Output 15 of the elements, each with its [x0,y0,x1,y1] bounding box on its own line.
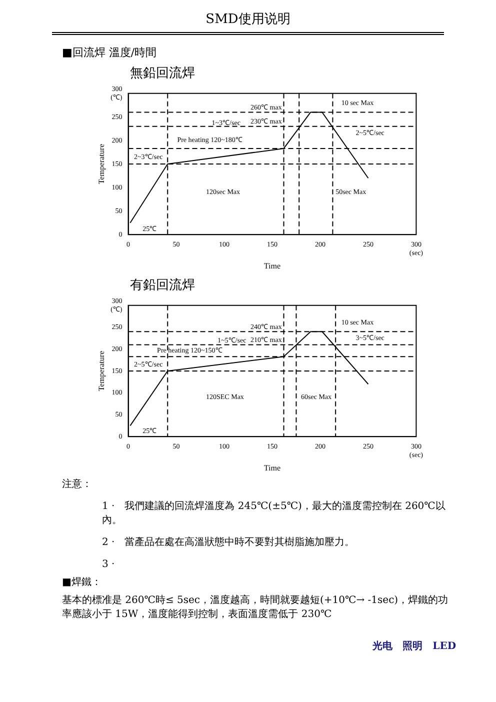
text: 注意： [62,478,93,492]
text: SMD使用说明 [52,0,444,35]
text: 3 · [101,558,116,572]
x-axis-title: Time [264,463,281,472]
text: 光电 照明 LED [371,640,456,654]
chart-title: 無鉛回流焊 [130,65,196,82]
text: 1 · 我們建議的回流焊溫度為 245℃(±5℃)，最大的溫度需控制在 260℃以內。 [101,500,446,528]
x-axis-title: Time [264,261,281,270]
text: 2 · 當產品在處在高溫狀態中時不要對其樹脂施加壓力。 [101,536,356,550]
y-axis-title: Temperature [96,350,106,392]
y-axis-title: Temperature [96,143,106,184]
chart-title: 有鉛回流焊 [130,277,196,294]
text: ■回流焊 溫度/時間 [62,45,158,60]
text: ■焊鐵： [62,576,102,590]
text: 基本的標准是 260℃時≤ 5sec，溫度越高，時間就要越短(+10℃→ -1sec)，焊鐵的功率應該小于 15W，溫度能得到控制，表面溫度需低于 230℃ [62,594,450,622]
